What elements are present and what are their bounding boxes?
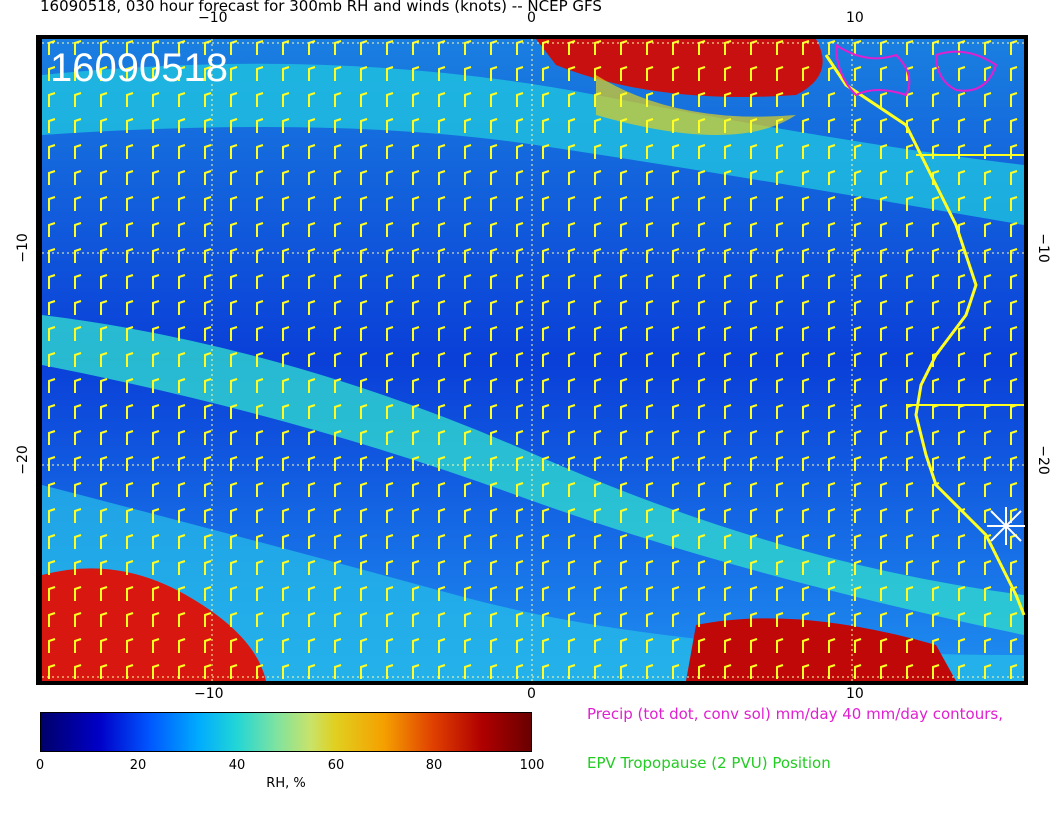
colorbar-title: RH, % <box>266 776 306 791</box>
precip-contour-2 <box>934 50 998 92</box>
precip-contour <box>834 43 911 97</box>
y-tick-right--10: −10 <box>1034 233 1051 263</box>
colorbar-tick-0: 0 <box>35 758 45 773</box>
x-tick-top-0: 0 <box>527 10 536 26</box>
x-tick-bottom-10: 10 <box>846 686 864 702</box>
legend-epv: EPV Tropopause (2 PVU) Position <box>587 754 831 772</box>
chart-title: 16090518, 030 hour forecast for 300mb RH… <box>40 0 602 15</box>
colorbar-tick-20: 20 <box>129 758 147 773</box>
y-tick-right--20: −20 <box>1034 445 1051 475</box>
legend-precip: Precip (tot dot, conv sol) mm/day 40 mm/… <box>587 705 1003 723</box>
x-tick-top--10: −10 <box>198 10 228 26</box>
rh-colorbar <box>40 712 532 752</box>
y-tick-left--20: −20 <box>14 445 31 475</box>
colorbar-tick-60: 60 <box>327 758 345 773</box>
date-stamp: 16090518 <box>50 46 228 90</box>
x-tick-top-10: 10 <box>846 10 864 26</box>
map-panel: 16090518 <box>36 35 1028 685</box>
colorbar-tick-80: 80 <box>425 758 443 773</box>
latlon-grid <box>42 39 1024 681</box>
map-canvas: 16090518 <box>36 35 1028 685</box>
coastline <box>824 54 1026 616</box>
location-marker <box>987 507 1025 545</box>
x-tick-bottom-0: 0 <box>527 686 536 702</box>
colorbar-tick-100: 100 <box>519 758 545 773</box>
x-tick-bottom--10: −10 <box>194 686 224 702</box>
wind-barbs <box>42 39 1024 681</box>
colorbar-tick-40: 40 <box>228 758 246 773</box>
y-tick-left--10: −10 <box>14 233 31 263</box>
